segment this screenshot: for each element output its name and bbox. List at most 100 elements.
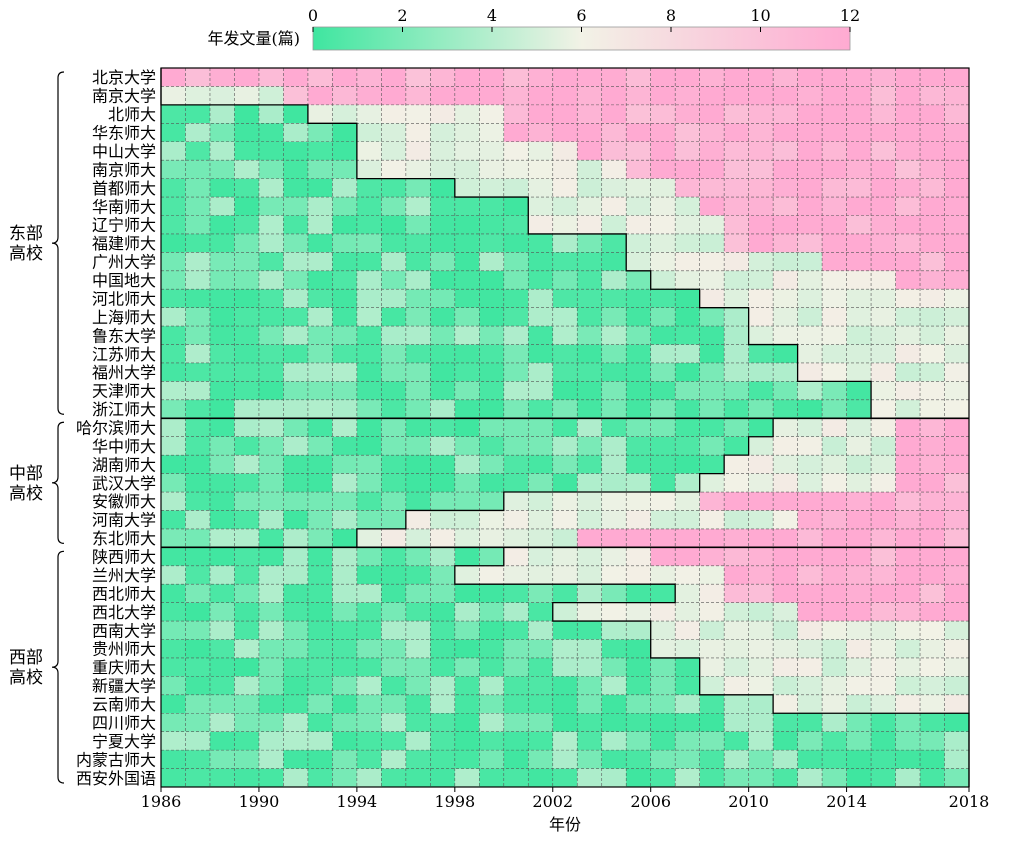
heatmap-cell (650, 178, 676, 198)
heatmap-cell (479, 197, 505, 216)
heatmap-cell (356, 123, 382, 143)
heatmap-cell (405, 455, 431, 474)
heatmap-cell (307, 160, 333, 180)
heatmap-cell (577, 455, 603, 474)
heatmap-cell (161, 473, 186, 493)
heatmap-cell (356, 399, 382, 419)
heatmap-cell (332, 602, 358, 622)
heatmap-cell (161, 86, 186, 106)
heatmap-cell (209, 565, 235, 585)
frontier-line (160, 68, 872, 419)
heatmap-cell (234, 492, 260, 511)
heatmap-cell (675, 141, 701, 161)
heatmap-cell (356, 270, 382, 290)
heatmap-cell (405, 528, 431, 548)
heatmap-cell (307, 602, 333, 622)
heatmap-cell (822, 289, 847, 309)
heatmap-cell (185, 621, 211, 640)
heatmap-cell (846, 676, 872, 696)
heatmap-cell (822, 160, 847, 180)
heatmap-cell (381, 565, 407, 585)
heatmap-cell (307, 528, 333, 548)
row-label: 江苏师大 (92, 345, 156, 364)
heatmap-cell (797, 750, 823, 769)
heatmap-cell (748, 455, 774, 474)
heatmap-cell (650, 68, 676, 87)
heatmap-cell (797, 289, 823, 309)
heatmap-cell (161, 639, 186, 659)
heatmap-cell (185, 104, 211, 124)
heatmap-cell (675, 584, 701, 604)
row-label: 重庆师大 (92, 658, 156, 677)
heatmap-cell (283, 639, 309, 659)
row-label: 西安外国语 (76, 769, 156, 788)
heatmap-cell (356, 750, 382, 769)
heatmap-cell (234, 768, 260, 788)
heatmap-cell (552, 528, 578, 548)
heatmap-cell (773, 399, 798, 419)
heatmap-cell (748, 68, 774, 87)
row-label: 中山大学 (92, 142, 156, 161)
heatmap-cell (748, 270, 774, 290)
row-label: 陕西师大 (92, 548, 156, 567)
heatmap-cell (454, 197, 480, 216)
heatmap-cell (724, 381, 750, 401)
heatmap-cell (258, 657, 284, 677)
heatmap-cell (283, 307, 309, 327)
heatmap-cell (381, 197, 407, 216)
heatmap-cell (552, 141, 578, 161)
heatmap-cell (748, 657, 774, 677)
heatmap-cell (454, 528, 480, 548)
heatmap-cell (185, 547, 211, 567)
heatmap-cell (797, 344, 823, 364)
heatmap-cell (381, 639, 407, 659)
heatmap-cell (381, 584, 407, 604)
colorbar-tick-label: 4 (487, 6, 497, 25)
heatmap-cell (405, 547, 431, 567)
heatmap-cell (332, 713, 358, 733)
heatmap-cell (430, 694, 456, 714)
heatmap-cell (258, 270, 284, 290)
heatmap-cell (577, 694, 603, 714)
heatmap-cell (552, 565, 578, 585)
heatmap-cell (552, 492, 578, 511)
heatmap-cell (650, 123, 676, 143)
heatmap-cell (454, 215, 480, 235)
heatmap-cell (503, 307, 529, 327)
heatmap-cell (601, 123, 627, 143)
heatmap-cell (454, 123, 480, 143)
heatmap-cell (944, 528, 970, 548)
heatmap-cell (234, 510, 260, 530)
heatmap-cell (258, 731, 284, 751)
heatmap-cell (234, 362, 260, 382)
heatmap-cell (161, 768, 186, 788)
heatmap-cell (626, 436, 652, 456)
heatmap-cell (528, 436, 554, 456)
heatmap-cell (234, 178, 260, 198)
heatmap-cell (209, 547, 235, 567)
heatmap-cell (724, 694, 750, 714)
heatmap-cell (724, 289, 750, 309)
heatmap-cell (185, 713, 211, 733)
heatmap-cell (356, 621, 382, 640)
heatmap-cell (822, 750, 847, 769)
heatmap-cell (405, 197, 431, 216)
heatmap-cell (503, 270, 529, 290)
heatmap-cell (871, 584, 896, 604)
heatmap-cell (332, 381, 358, 401)
heatmap-cell (846, 565, 872, 585)
heatmap-cell (920, 602, 945, 622)
heatmap-cell (797, 584, 823, 604)
heatmap-cell (920, 215, 945, 235)
heatmap-cell (381, 326, 407, 345)
heatmap-cell (675, 731, 701, 751)
heatmap-cell (161, 326, 186, 345)
heatmap-cell (920, 565, 945, 585)
heatmap-cell (454, 86, 480, 106)
heatmap-cell (920, 694, 945, 714)
heatmap-cell (920, 731, 945, 751)
heatmap-cell (552, 381, 578, 401)
heatmap-cell (405, 326, 431, 345)
heatmap-cell (307, 178, 333, 198)
heatmap-cell (822, 141, 847, 161)
